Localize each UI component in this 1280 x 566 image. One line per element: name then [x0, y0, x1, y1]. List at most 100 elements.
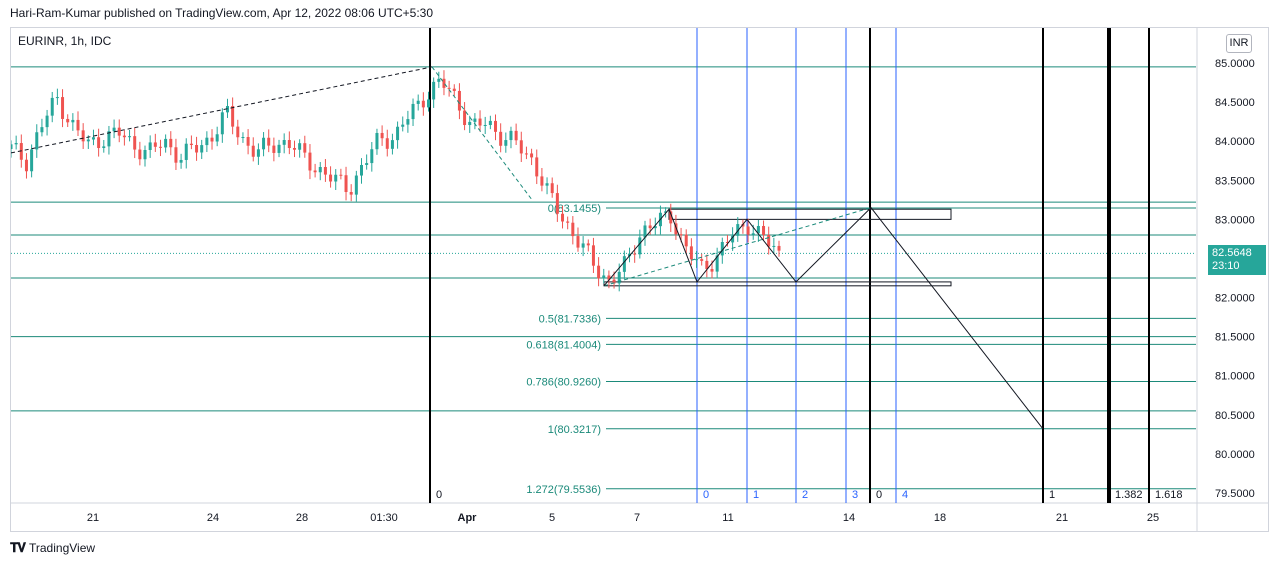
candle-body — [638, 237, 642, 255]
candle-body — [277, 144, 281, 153]
candle-body — [153, 142, 157, 147]
price-axis-tick: 85.0000 — [1215, 58, 1255, 70]
candle-body — [272, 145, 276, 153]
candle-body — [488, 120, 492, 126]
candle-body — [669, 211, 673, 224]
candle-body — [354, 175, 358, 195]
candle-body — [756, 225, 760, 234]
candle-body — [267, 137, 271, 146]
candle-body — [19, 143, 23, 160]
candle-body — [169, 138, 173, 148]
candle-body — [452, 88, 456, 91]
candle-body — [427, 99, 431, 108]
time-axis-tick: 21 — [1056, 512, 1068, 524]
price-chart[interactable]: 0(83.1455) 0.5(81.7336) 0.618(81.4004) 0.78… — [11, 28, 1268, 531]
chart-frame[interactable]: 0(83.1455) 0.5(81.7336) 0.618(81.4004) 0.78… — [10, 27, 1269, 532]
candle-body — [468, 121, 472, 126]
candle-body — [14, 143, 18, 145]
candle-body — [390, 140, 394, 149]
candle-body — [344, 175, 348, 193]
candle-body — [349, 192, 353, 195]
blue-cycle-label: 1 — [753, 489, 759, 501]
candle-body — [334, 174, 338, 182]
candle-body — [736, 224, 740, 236]
candle-body — [612, 279, 616, 284]
candle-body — [545, 183, 549, 186]
time-axis-tick: 28 — [296, 512, 308, 524]
candle-body — [746, 226, 750, 235]
candle-body — [200, 145, 204, 153]
candle-body — [499, 131, 503, 146]
candle-body — [189, 143, 193, 145]
currency-button[interactable]: INR — [1226, 34, 1252, 53]
fib-level-label: 0(83.1455) — [548, 203, 601, 215]
candle-body — [555, 193, 559, 214]
candle-body — [473, 118, 477, 122]
time-axis-tick: 7 — [634, 512, 640, 524]
range-box-top — [668, 208, 952, 220]
candle-body — [236, 126, 240, 138]
blue-cycle-label: 2 — [802, 489, 808, 501]
candle-body — [241, 136, 245, 138]
black-cycle-label: 0 — [876, 489, 882, 501]
footer-brand-label: TradingView — [29, 541, 96, 555]
candle-body — [107, 131, 111, 147]
time-axis-tick: 24 — [207, 512, 219, 524]
fib-level-label: 0.5(81.7336) — [539, 313, 601, 325]
bar-countdown: 23:10 — [1212, 260, 1240, 272]
candle-body — [463, 110, 467, 126]
candle-body — [540, 176, 544, 186]
candle-body — [246, 136, 250, 146]
candle-body — [396, 126, 400, 141]
symbol-legend[interactable]: EURINR, 1h, IDC — [18, 34, 112, 48]
candle-body — [586, 243, 590, 246]
candle-body — [530, 153, 534, 158]
price-axis-tick: 83.0000 — [1215, 214, 1255, 226]
candle-body — [643, 225, 647, 238]
candle-body — [11, 144, 13, 149]
time-axis-tick: 01:30 — [370, 512, 398, 524]
candle-body — [35, 132, 39, 150]
candle-body — [313, 170, 317, 173]
candle-body — [303, 143, 307, 153]
footer-brand[interactable]: 𝐓𝐕 TradingView — [10, 540, 95, 556]
candle-body — [102, 146, 106, 149]
candle-body — [695, 259, 699, 261]
candle-body — [339, 174, 343, 176]
black-cycle-label: 1.382 — [1115, 489, 1143, 501]
candle-body — [359, 164, 363, 176]
candle-body — [720, 242, 724, 256]
candle-body — [370, 149, 374, 164]
candle-body — [561, 213, 565, 222]
candle-body — [679, 234, 683, 236]
time-axis-tick: 18 — [934, 512, 946, 524]
candle-body — [437, 78, 441, 82]
candle-body — [684, 234, 688, 247]
candle-body — [210, 137, 214, 142]
candle-body — [282, 140, 286, 145]
candle-body — [571, 222, 575, 237]
price-axis-tick: 80.5000 — [1215, 410, 1255, 422]
candle-body — [251, 145, 255, 157]
candle-body — [215, 134, 219, 142]
candle-body — [767, 234, 771, 247]
candle-body — [576, 236, 580, 248]
candle-body — [71, 119, 75, 123]
candle-body — [447, 87, 451, 89]
candle-body — [128, 136, 132, 138]
candle-body — [179, 159, 183, 163]
candle-body — [298, 143, 302, 150]
candle-body — [24, 159, 28, 172]
candle-body — [308, 152, 312, 171]
candle-body — [40, 127, 44, 133]
time-axis-tick: 11 — [722, 512, 733, 524]
candle-body — [617, 271, 621, 284]
candle-body — [385, 138, 389, 149]
candle-body — [457, 90, 461, 111]
candle-body — [148, 142, 152, 150]
candle-body — [375, 132, 379, 150]
candle-body — [674, 223, 678, 235]
fib-level-label: 0.786(80.9260) — [526, 377, 601, 389]
candle-body — [689, 246, 693, 260]
candle-body — [731, 235, 735, 243]
